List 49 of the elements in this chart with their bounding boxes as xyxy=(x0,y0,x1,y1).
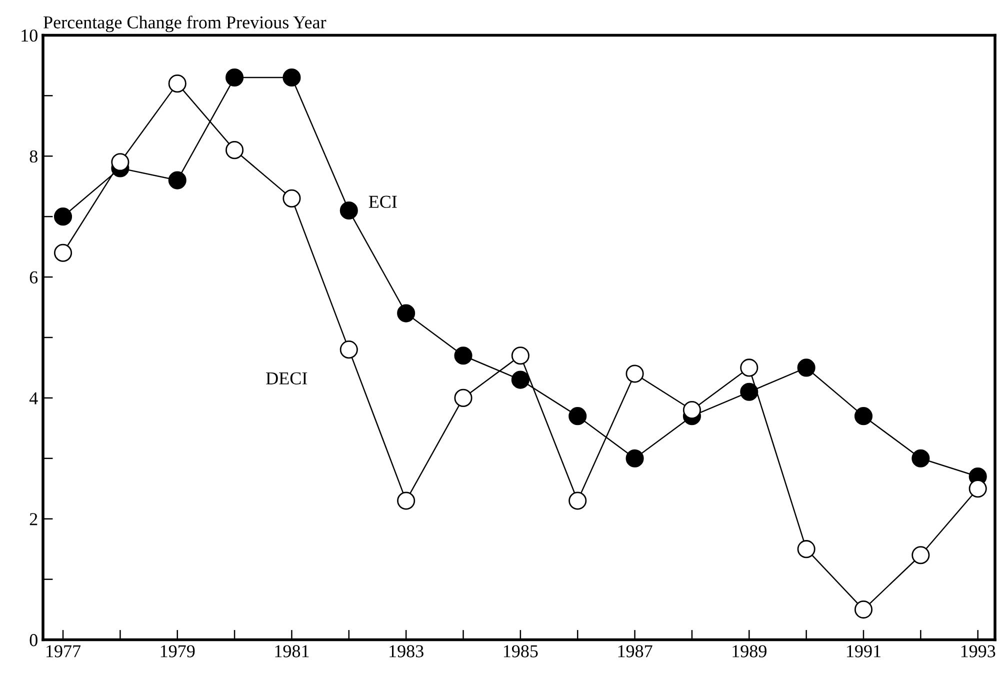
point xyxy=(282,189,301,208)
y-tick-label: 8 xyxy=(30,150,38,163)
point xyxy=(397,304,416,322)
x-tick-label: 1987 xyxy=(618,645,652,658)
series-label: ECI xyxy=(368,196,397,208)
point xyxy=(797,358,816,377)
point xyxy=(854,407,873,426)
x-tick-label: 1985 xyxy=(504,645,538,658)
point xyxy=(682,401,701,420)
point xyxy=(740,382,758,401)
y-tick-label: 4 xyxy=(29,392,38,404)
y-tick-label: 0 xyxy=(30,634,38,646)
point xyxy=(511,346,530,365)
point xyxy=(454,388,472,407)
y-tick-label: 2 xyxy=(30,513,38,526)
point xyxy=(340,202,358,220)
point xyxy=(454,346,472,365)
point xyxy=(282,68,301,87)
point xyxy=(968,480,987,498)
point xyxy=(912,449,930,468)
point xyxy=(340,340,358,359)
point xyxy=(54,208,72,226)
point xyxy=(511,370,530,389)
x-tick-label: 1979 xyxy=(160,645,195,658)
point xyxy=(168,171,186,190)
y-tick-label: 10 xyxy=(22,29,38,42)
text: DECI xyxy=(266,372,308,384)
y-axis-title: Percentage Change from Previous Year xyxy=(44,16,326,32)
point xyxy=(54,244,72,262)
point xyxy=(226,141,244,160)
point xyxy=(568,492,587,510)
point xyxy=(797,540,816,558)
x-tick-label: 1977 xyxy=(46,645,81,658)
x-tick-label: 1989 xyxy=(732,645,766,658)
point xyxy=(168,74,186,93)
point xyxy=(626,364,644,383)
x-tick-label: 1981 xyxy=(275,645,309,658)
point xyxy=(740,358,758,377)
point xyxy=(397,492,416,510)
point xyxy=(854,600,873,619)
point xyxy=(568,407,587,426)
x-tick-label: 1991 xyxy=(847,645,880,658)
point xyxy=(626,449,644,468)
point xyxy=(111,153,130,172)
point xyxy=(226,68,244,87)
x-tick-label: 1993 xyxy=(961,645,996,658)
y-tick-label: 6 xyxy=(30,271,38,284)
x-tick-label: 1983 xyxy=(390,645,424,658)
point xyxy=(912,546,930,564)
